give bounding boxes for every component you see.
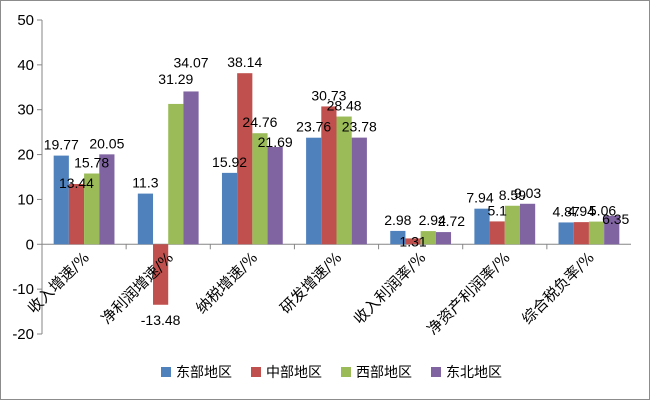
data-label: 6.35 bbox=[602, 211, 629, 227]
axes: -20 -10 0 10 20 30 40 50 bbox=[12, 12, 631, 343]
bar bbox=[435, 232, 452, 245]
legend-item: 东北地区 bbox=[431, 365, 502, 381]
bar bbox=[504, 205, 520, 245]
bar bbox=[252, 133, 268, 245]
bar bbox=[84, 173, 100, 245]
data-label: 1.31 bbox=[399, 233, 426, 249]
legend-swatch bbox=[161, 367, 171, 377]
data-label: 20.05 bbox=[89, 135, 124, 151]
legend-label: 东北地区 bbox=[446, 365, 502, 381]
bar bbox=[351, 137, 367, 245]
legend-swatch bbox=[341, 367, 351, 377]
y-tick-label: -20 bbox=[12, 326, 34, 343]
bar bbox=[558, 222, 574, 245]
data-label: 4.94 bbox=[568, 203, 595, 219]
category-label: 研发增速/% bbox=[277, 248, 346, 317]
data-label: 13.44 bbox=[59, 175, 94, 191]
bar bbox=[306, 137, 322, 245]
y-tick-label: 10 bbox=[17, 191, 34, 208]
category-label: 净资产利润率/% bbox=[424, 248, 514, 338]
category-label: 综合税负率/% bbox=[518, 248, 597, 327]
legend-label: 西部地区 bbox=[356, 365, 412, 381]
bar bbox=[405, 238, 421, 245]
bar bbox=[390, 230, 406, 245]
y-tick-label: 20 bbox=[17, 147, 34, 164]
legend-label: 东部地区 bbox=[176, 365, 232, 381]
bar bbox=[221, 172, 238, 245]
y-tick-label: 30 bbox=[17, 102, 34, 119]
data-label: -13.48 bbox=[141, 312, 181, 328]
category-label: 收入增速/% bbox=[24, 248, 93, 317]
y-tick-label: 0 bbox=[26, 236, 34, 253]
bars bbox=[53, 73, 620, 305]
legend-swatch bbox=[251, 367, 261, 377]
data-label: 8.59 bbox=[499, 187, 526, 203]
bar bbox=[420, 231, 436, 245]
data-label: 15.92 bbox=[212, 154, 247, 170]
data-label: 34.07 bbox=[173, 54, 208, 70]
y-tick-label: 40 bbox=[17, 57, 34, 74]
bar bbox=[99, 154, 115, 245]
data-labels: 19.77 13.44 15.78 20.05 11.3 -13.48 31.2934.07… bbox=[44, 54, 630, 328]
data-label: 7.94 bbox=[466, 190, 493, 206]
category-label: 纳税增速/% bbox=[192, 248, 261, 317]
data-label: 5.06 bbox=[589, 203, 616, 219]
bar bbox=[321, 106, 337, 245]
bar bbox=[588, 221, 605, 245]
data-label: 23.76 bbox=[296, 119, 331, 135]
data-label: 11.3 bbox=[132, 175, 158, 191]
data-label: 24.76 bbox=[242, 114, 277, 130]
legend-item: 西部地区 bbox=[341, 365, 412, 381]
legend-item: 东部地区 bbox=[161, 365, 232, 381]
data-label: 23.78 bbox=[342, 119, 377, 135]
category-label: 收入利润率/% bbox=[350, 248, 429, 327]
data-label: 19.77 bbox=[44, 137, 79, 153]
data-label: 4.87 bbox=[553, 203, 580, 219]
bar bbox=[183, 91, 199, 245]
y-tick-label: -10 bbox=[12, 281, 34, 298]
data-label: 31.29 bbox=[158, 71, 193, 87]
data-label: 38.14 bbox=[227, 54, 262, 70]
bar bbox=[474, 208, 490, 245]
legend-item: 中部地区 bbox=[251, 365, 322, 381]
bar bbox=[168, 103, 184, 245]
data-label: 21.69 bbox=[258, 134, 293, 150]
legend-swatch bbox=[431, 367, 441, 377]
bar bbox=[573, 222, 589, 245]
data-label: 2.98 bbox=[384, 212, 411, 228]
bar bbox=[336, 116, 352, 245]
bar bbox=[137, 193, 154, 245]
bar bbox=[267, 146, 283, 245]
bar bbox=[153, 244, 169, 305]
data-label: 15.78 bbox=[74, 155, 109, 171]
data-label: 28.48 bbox=[327, 98, 362, 114]
data-label: 9.03 bbox=[514, 185, 541, 201]
category-labels: 收入增速/% 净利润增速/% 纳税增速/% 研发增速/% 收入利润率/%净资产利润率/%… bbox=[24, 248, 598, 338]
bar bbox=[237, 73, 253, 245]
data-label: 2.72 bbox=[438, 213, 465, 229]
legend: 东部地区 中部地区 西部地区 东北地区 bbox=[161, 365, 502, 381]
data-label: 30.73 bbox=[311, 87, 346, 103]
data-label: 5.1 bbox=[487, 202, 507, 218]
y-tick-label: 50 bbox=[17, 12, 34, 29]
bar bbox=[53, 155, 69, 245]
bar bbox=[68, 183, 85, 245]
bar bbox=[519, 203, 536, 245]
bar bbox=[604, 215, 620, 245]
data-label: 2.94 bbox=[419, 212, 446, 228]
bar bbox=[489, 221, 505, 245]
legend-label: 中部地区 bbox=[266, 365, 322, 381]
